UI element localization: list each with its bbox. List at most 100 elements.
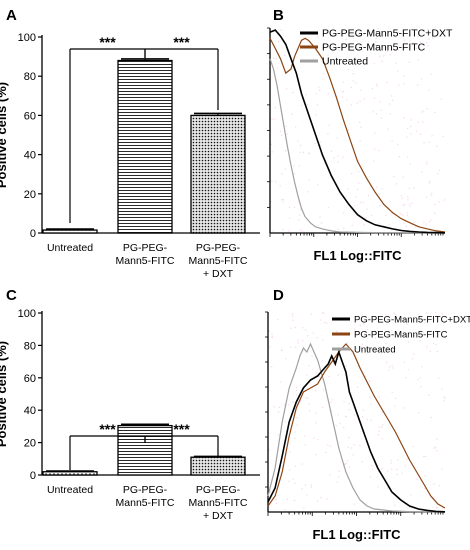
noise-dot xyxy=(362,416,363,417)
noise-dot xyxy=(349,467,350,468)
noise-dot xyxy=(322,407,323,408)
noise-dot xyxy=(342,157,343,158)
noise-dot xyxy=(423,222,424,223)
noise-dot xyxy=(319,90,320,91)
noise-dot xyxy=(272,337,273,338)
noise-dot xyxy=(376,86,377,87)
noise-dot xyxy=(288,404,289,405)
noise-dot xyxy=(284,55,285,56)
noise-dot xyxy=(320,141,321,142)
noise-dot xyxy=(382,424,383,425)
noise-dot xyxy=(360,127,361,128)
noise-dot xyxy=(280,382,281,383)
noise-dot xyxy=(352,225,353,226)
noise-dot xyxy=(385,215,386,216)
noise-dot xyxy=(327,133,328,134)
noise-dot xyxy=(329,474,330,475)
significance-label: *** xyxy=(99,34,116,50)
noise-dot xyxy=(309,410,310,411)
noise-dot xyxy=(435,312,436,313)
noise-dot xyxy=(376,84,377,85)
noise-dot xyxy=(284,169,285,170)
noise-dot xyxy=(362,202,363,203)
noise-dot xyxy=(289,207,290,208)
noise-dot xyxy=(351,104,352,105)
noise-dot xyxy=(343,81,344,82)
noise-dot xyxy=(286,126,287,127)
noise-dot xyxy=(307,104,308,105)
noise-dot xyxy=(439,485,440,486)
noise-dot xyxy=(386,82,387,83)
noise-dot xyxy=(391,140,392,141)
noise-dot xyxy=(387,129,388,130)
noise-dot xyxy=(367,419,368,420)
noise-dot xyxy=(402,198,403,199)
noise-dot xyxy=(407,458,408,459)
noise-dot xyxy=(308,179,309,180)
noise-dot xyxy=(394,505,395,506)
noise-dot xyxy=(329,125,330,126)
noise-dot xyxy=(337,228,338,229)
histogram-chart-d: FL1 Log::FITC PG-PEG-Mann5-FITC+DXTPG-PEG… xyxy=(265,312,470,542)
noise-dot xyxy=(416,131,417,132)
noise-dot xyxy=(295,466,296,467)
noise-dot xyxy=(413,353,414,354)
noise-dot xyxy=(298,219,299,220)
noise-dot xyxy=(337,481,338,482)
noise-dot xyxy=(356,196,357,197)
noise-dot xyxy=(403,83,404,84)
noise-dot xyxy=(278,41,279,42)
noise-dot xyxy=(390,54,391,55)
noise-dot xyxy=(302,231,303,232)
noise-dot xyxy=(371,420,372,421)
noise-dot xyxy=(404,117,405,118)
noise-dot xyxy=(403,177,404,178)
noise-dot xyxy=(394,405,395,406)
noise-dot xyxy=(410,494,411,495)
y-axis-label: Positive cells (%) xyxy=(0,341,9,447)
noise-dot xyxy=(276,58,277,59)
noise-dot xyxy=(300,209,301,210)
noise-dot xyxy=(443,136,444,137)
noise-dot xyxy=(302,340,303,341)
noise-dot xyxy=(398,84,399,85)
noise-dot xyxy=(295,126,296,127)
noise-dot xyxy=(337,161,338,162)
noise-dot xyxy=(348,447,349,448)
noise-dot xyxy=(434,448,435,449)
noise-dot xyxy=(287,499,288,500)
noise-dot xyxy=(345,416,346,417)
noise-dot xyxy=(360,90,361,91)
noise-dot xyxy=(379,193,380,194)
noise-dot xyxy=(337,414,338,415)
noise-dot xyxy=(381,188,382,189)
noise-dot xyxy=(437,173,438,174)
noise-dot xyxy=(322,313,323,314)
noise-dot xyxy=(410,126,411,127)
noise-dot xyxy=(407,213,408,214)
noise-dot xyxy=(305,444,306,445)
category-label: Untreated xyxy=(47,484,93,496)
noise-dot xyxy=(396,469,397,470)
noise-dot xyxy=(443,400,444,401)
noise-dot xyxy=(294,483,295,484)
noise-dot xyxy=(379,56,380,57)
noise-dot xyxy=(411,203,412,204)
noise-dot xyxy=(305,94,306,95)
noise-dot xyxy=(281,199,282,200)
noise-dot xyxy=(423,456,424,457)
panel-label-d: D xyxy=(273,287,284,304)
significance-label: *** xyxy=(173,421,190,437)
noise-dot xyxy=(423,142,424,143)
noise-dot xyxy=(271,180,272,181)
noise-dot xyxy=(287,133,288,134)
bar xyxy=(118,61,172,233)
noise-dot xyxy=(281,350,282,351)
noise-dot xyxy=(426,312,427,313)
noise-dot xyxy=(269,347,270,348)
noise-dot xyxy=(387,470,388,471)
noise-dot xyxy=(373,161,374,162)
noise-dot xyxy=(314,143,315,144)
noise-dot xyxy=(407,156,408,157)
noise-dot xyxy=(382,412,383,413)
